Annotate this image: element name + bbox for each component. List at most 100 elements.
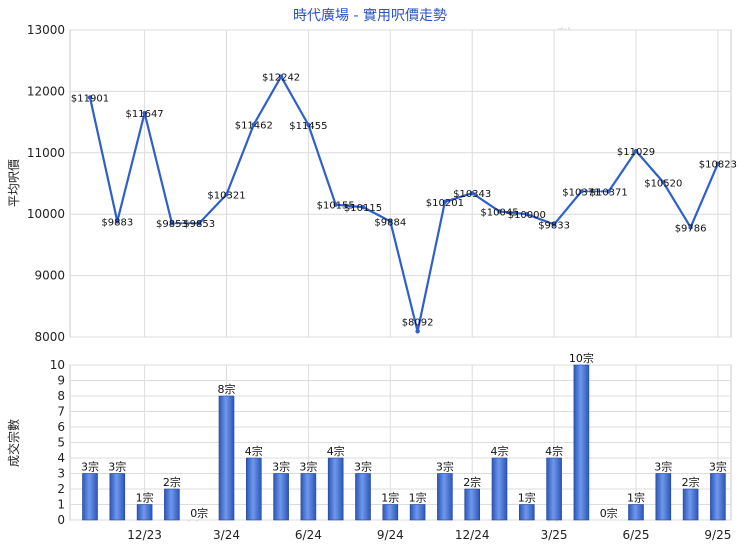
price-point (333, 202, 338, 207)
x-tick-label: 3/24 (213, 528, 240, 542)
volume-data-label: 3宗 (354, 460, 372, 474)
volume-data-label: 4宗 (545, 444, 563, 458)
volume-data-label: 2宗 (682, 475, 700, 489)
volume-data-label: 2宗 (163, 475, 181, 489)
x-tick-label: 9/24 (377, 528, 404, 542)
price-data-label: $10343 (453, 189, 491, 200)
price-line-segment (361, 206, 392, 223)
price-point (142, 110, 147, 116)
price-data-label: $10823 (699, 160, 737, 171)
price-point (497, 209, 502, 214)
price-data-label: $10321 (207, 190, 245, 201)
volume-bar (136, 504, 153, 521)
price-line-segment (334, 203, 365, 209)
volume-bar (164, 488, 180, 521)
price-data-label: $10201 (426, 198, 464, 209)
price-line-segment (552, 190, 583, 226)
volume-bar (628, 504, 644, 521)
price-line-segment (389, 220, 419, 333)
volume-bar (218, 395, 235, 521)
price-y-tick: 9000 (34, 269, 65, 283)
volume-data-label: 4宗 (245, 444, 263, 458)
volume-y-tick: 4 (57, 451, 65, 465)
volume-bar (491, 457, 508, 521)
volume-data-label: 1宗 (136, 491, 154, 505)
volume-chart-grid (69, 364, 732, 521)
price-point (169, 221, 175, 226)
volume-bar-plot: 3宗 3宗 1宗 2宗 0宗 8宗 4宗 3宗 3宗 4宗 3宗 1宗 1宗 3宗 2宗 4宗 1宗 4宗 10宗 0… (81, 351, 727, 521)
price-data-label: $11455 (289, 121, 327, 132)
volume-data-label: 3宗 (709, 460, 727, 474)
price-y-tick: 13000 (27, 23, 65, 37)
volume-y-tick: 8 (57, 389, 65, 403)
volume-data-label: 1宗 (381, 491, 399, 505)
volume-bar (355, 473, 371, 521)
volume-chart-axes: 01 23 45 67 89 10 12/23 3/24 6/24 9/24 12/24 3/25 6/… (50, 358, 732, 542)
price-line-segment (443, 192, 474, 203)
price-line-segment (525, 213, 556, 226)
volume-data-label: 10宗 (569, 351, 594, 365)
price-data-label: $10000 (508, 210, 546, 221)
volume-y-tick: 2 (57, 482, 65, 496)
volume-data-label: 3宗 (299, 460, 317, 474)
volume-y-tick: 0 (57, 513, 65, 527)
volume-y-tick: 10 (50, 358, 65, 372)
price-data-label: $10155 (317, 201, 355, 212)
volume-data-label: 1宗 (518, 491, 536, 505)
volume-data-label: 4宗 (491, 444, 509, 458)
x-tick-label: 12/23 (127, 528, 162, 542)
price-point (388, 219, 393, 224)
price-line-segment (143, 111, 173, 225)
price-point (415, 329, 420, 334)
price-point (470, 190, 475, 196)
price-point (551, 222, 557, 227)
price-line-segment (662, 181, 692, 229)
price-data-label: $10045 (480, 207, 518, 218)
price-data-label: $11462 (235, 120, 273, 131)
price-data-label: $10371 (562, 187, 600, 198)
price-data-label: $11029 (617, 147, 655, 158)
price-data-label: $9833 (538, 220, 570, 231)
price-line-segment (607, 149, 638, 193)
volume-bar (109, 473, 126, 521)
price-data-label: $11901 (71, 93, 109, 104)
price-point (251, 122, 256, 127)
price-data-label: $10520 (644, 178, 682, 189)
volume-data-label: 8宗 (218, 382, 236, 396)
price-data-label: $10115 (344, 203, 382, 214)
volume-bar (655, 473, 672, 521)
price-y-tick: 11000 (27, 146, 65, 160)
price-line-segment (634, 149, 665, 184)
price-data-label: $8092 (402, 317, 434, 328)
volume-bar (464, 488, 481, 521)
volume-bar (300, 473, 317, 521)
price-y-tick: 12000 (27, 84, 65, 98)
volume-bar (382, 504, 399, 521)
volume-y-tick: 7 (57, 405, 65, 419)
price-chart-axes: 8000 9000 10000 11000 12000 13000 (27, 23, 65, 344)
volume-y-tick: 1 (57, 498, 65, 512)
price-data-label: $12242 (262, 73, 300, 84)
price-line-plot: $11901 $9883 $11647 $9853$9853 $10321 $11462 $… (71, 73, 737, 334)
price-y-tick: 10000 (27, 207, 65, 221)
price-point (224, 192, 229, 197)
price-line-segment (498, 210, 528, 216)
volume-bar (437, 473, 453, 521)
volume-y-tick: 6 (57, 420, 65, 434)
price-line-segment (252, 75, 283, 126)
price-point (197, 221, 202, 226)
price-line-segment (116, 111, 146, 223)
price-line-segment (689, 162, 720, 229)
volume-data-label: 3宗 (108, 460, 126, 474)
price-data-label: $9853 (183, 219, 215, 230)
x-tick-label: 6/25 (623, 528, 650, 542)
price-data-label: $9786 (675, 223, 707, 234)
volume-data-label: 1宗 (627, 491, 645, 505)
price-point (688, 225, 693, 230)
price-point (278, 74, 284, 79)
price-point (633, 148, 639, 154)
price-line-segment (307, 123, 337, 206)
volume-bar (409, 504, 426, 521)
price-point (524, 212, 529, 217)
